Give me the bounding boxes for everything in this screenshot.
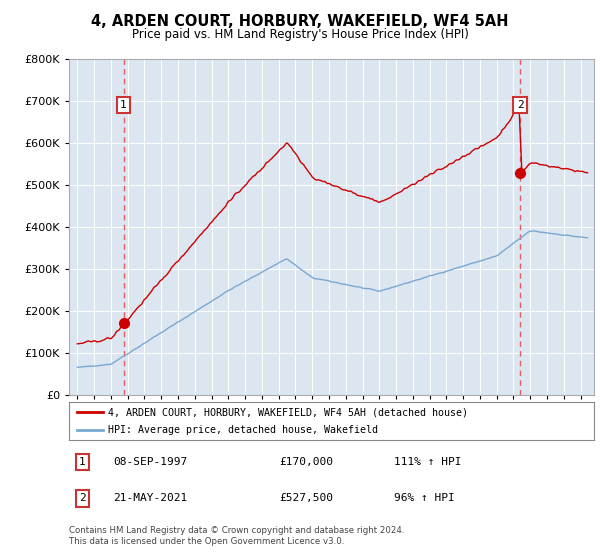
Text: 2: 2 — [79, 493, 86, 503]
Text: 2: 2 — [517, 100, 524, 110]
Text: £170,000: £170,000 — [279, 457, 333, 467]
Text: £527,500: £527,500 — [279, 493, 333, 503]
Text: 21-MAY-2021: 21-MAY-2021 — [113, 493, 188, 503]
Text: Price paid vs. HM Land Registry's House Price Index (HPI): Price paid vs. HM Land Registry's House … — [131, 28, 469, 41]
Text: 1: 1 — [79, 457, 86, 467]
Text: 4, ARDEN COURT, HORBURY, WAKEFIELD, WF4 5AH: 4, ARDEN COURT, HORBURY, WAKEFIELD, WF4 … — [91, 14, 509, 29]
Text: 1: 1 — [120, 100, 127, 110]
Text: 08-SEP-1997: 08-SEP-1997 — [113, 457, 188, 467]
Text: 111% ↑ HPI: 111% ↑ HPI — [395, 457, 462, 467]
Text: HPI: Average price, detached house, Wakefield: HPI: Average price, detached house, Wake… — [109, 425, 379, 435]
Text: 96% ↑ HPI: 96% ↑ HPI — [395, 493, 455, 503]
Text: Contains HM Land Registry data © Crown copyright and database right 2024.
This d: Contains HM Land Registry data © Crown c… — [69, 526, 404, 546]
Text: 4, ARDEN COURT, HORBURY, WAKEFIELD, WF4 5AH (detached house): 4, ARDEN COURT, HORBURY, WAKEFIELD, WF4 … — [109, 407, 469, 417]
